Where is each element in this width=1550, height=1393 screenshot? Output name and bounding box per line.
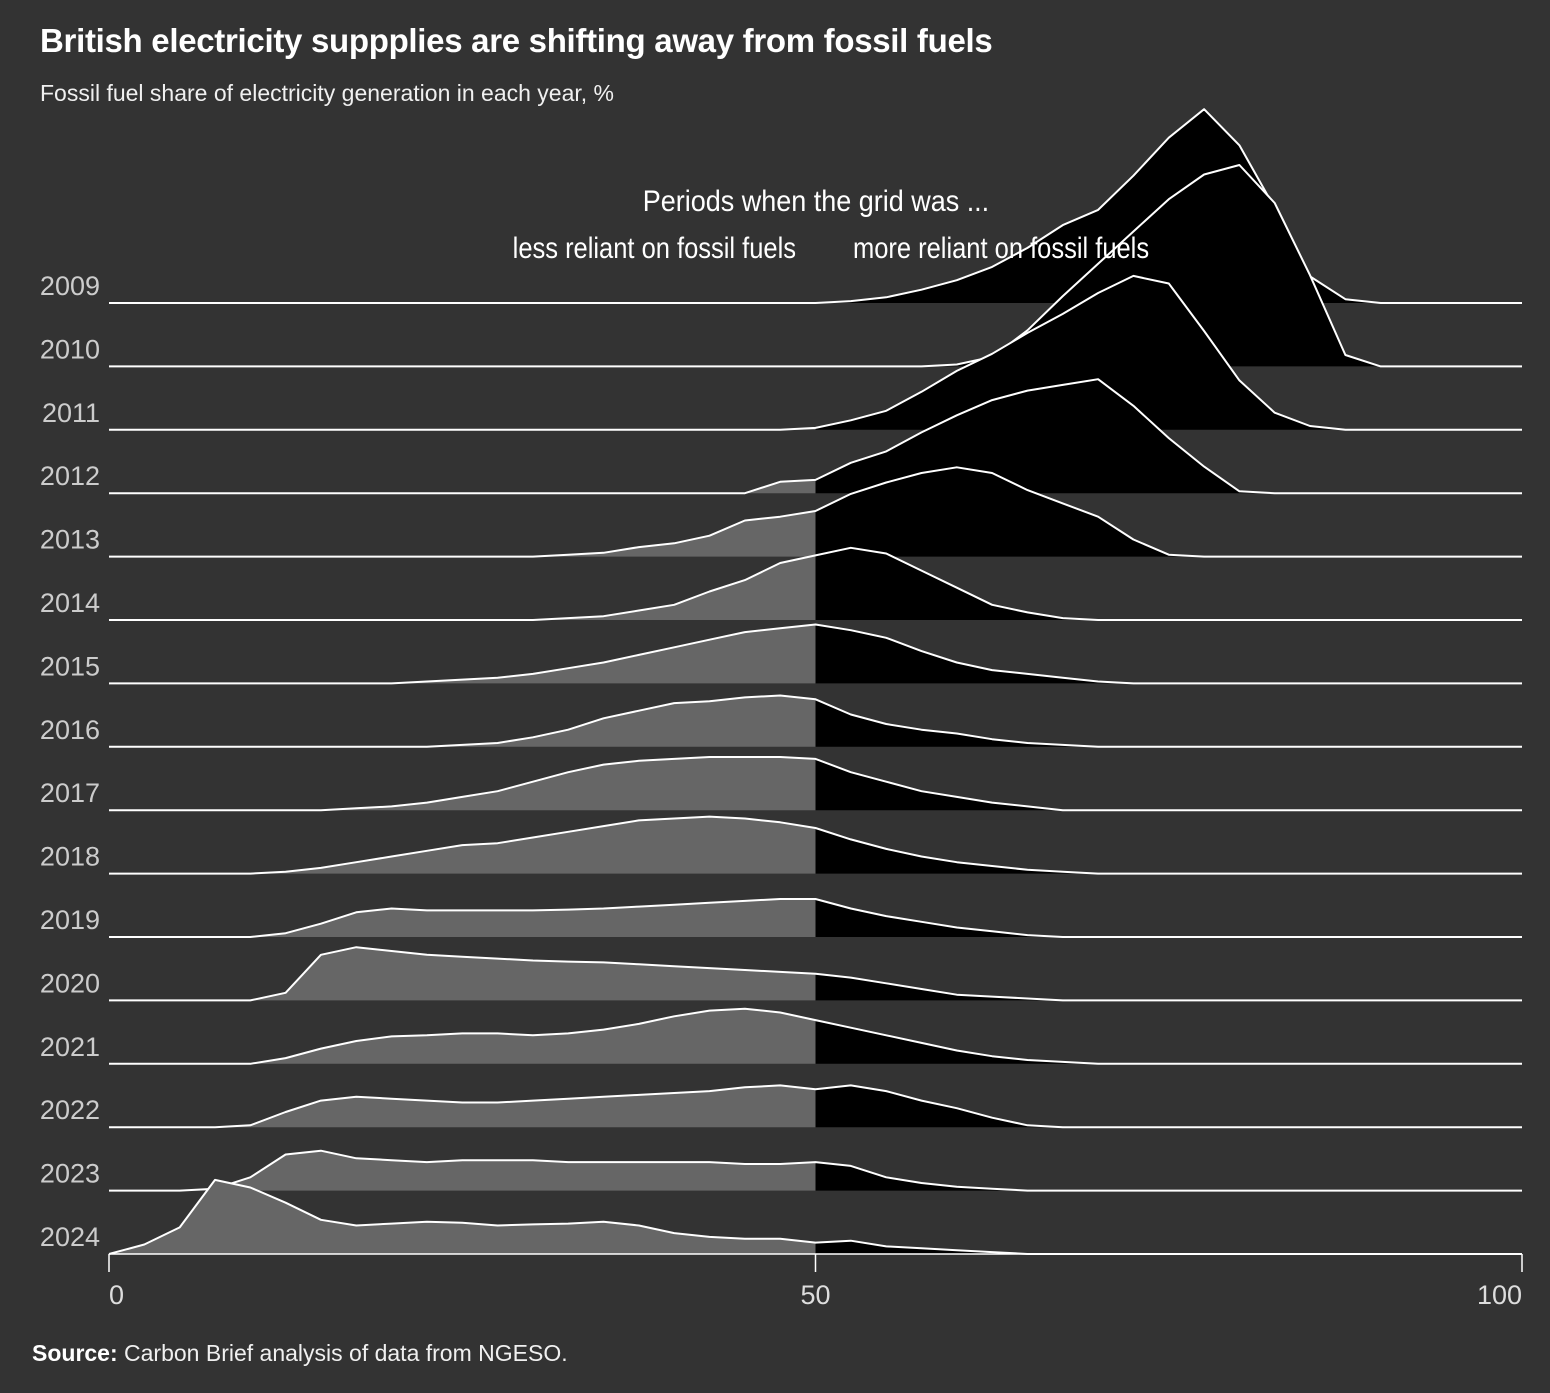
ridge-2019-low-area — [109, 899, 816, 937]
x-tick-label-0: 0 — [109, 1280, 124, 1310]
ridge-2020-low-area — [109, 947, 816, 1001]
ridge-2013-low-area — [109, 511, 816, 557]
annotation-left-label: less reliant on fossil fuels — [513, 231, 796, 264]
ridge-2011-high-area — [815, 275, 1522, 430]
ridge-2011: 2011 — [42, 274, 1522, 431]
ridge-2015: 2015 — [40, 623, 1522, 685]
x-tick-label-100: 100 — [1477, 1280, 1522, 1310]
ridge-2012-line — [109, 378, 1522, 495]
ridge-2020: 2020 — [40, 946, 1522, 1002]
year-label-2021: 2021 — [40, 1032, 100, 1062]
ridge-2018-line — [109, 815, 1522, 875]
ridge-2014: 2014 — [40, 546, 1522, 621]
ridge-2019-line — [109, 898, 1522, 938]
ridge-2012: 2012 — [40, 378, 1522, 495]
ridge-2024-high-area — [815, 1240, 1522, 1254]
year-label-2011: 2011 — [42, 398, 100, 428]
ridge-2011-line — [109, 274, 1522, 431]
annotation-group: Periods when the grid was ... less relia… — [513, 185, 1149, 265]
ridge-2023-low-area — [109, 1150, 816, 1191]
source-note: Source: Carbon Brief analysis of data fr… — [32, 1340, 568, 1367]
year-label-2023: 2023 — [40, 1159, 100, 1189]
ridge-2010: 2010 — [40, 164, 1522, 368]
ridges-group: 2009 2010 2011 2012 2013 2014 2015 2016 2017 2018… — [40, 108, 1522, 1255]
ridge-2020-high-area — [815, 973, 1522, 1001]
source-label: Source: — [32, 1340, 118, 1366]
ridge-2023-line — [109, 1149, 1522, 1192]
ridge-2013: 2013 — [40, 466, 1522, 558]
year-label-2017: 2017 — [40, 778, 100, 808]
ridge-2017: 2017 — [40, 756, 1522, 812]
ridge-2024-low-area — [109, 1179, 816, 1254]
ridge-2022: 2022 — [40, 1084, 1522, 1129]
year-label-2022: 2022 — [40, 1095, 100, 1125]
x-tick-label-50: 50 — [800, 1280, 830, 1310]
ridge-2010-line — [109, 164, 1522, 368]
ridge-2018: 2018 — [40, 815, 1522, 875]
ridge-2017-low-area — [109, 757, 816, 811]
year-label-2015: 2015 — [40, 651, 100, 681]
year-label-2013: 2013 — [40, 525, 100, 555]
ridge-2014-low-area — [109, 555, 816, 620]
ridge-2015-low-area — [109, 624, 816, 684]
ridge-2016-low-area — [109, 695, 816, 747]
ridge-2016: 2016 — [40, 694, 1522, 748]
ridge-2018-low-area — [109, 816, 816, 874]
annotation-heading: Periods when the grid was ... — [643, 185, 989, 219]
chart-subtitle: Fossil fuel share of electricity generat… — [40, 80, 615, 106]
ridge-2023: 2023 — [40, 1149, 1522, 1192]
year-label-2018: 2018 — [40, 842, 100, 872]
ridge-2014-line — [109, 546, 1522, 621]
ridge-2019: 2019 — [40, 898, 1522, 938]
ridge-2021-line — [109, 1007, 1522, 1065]
ridge-2021-low-area — [109, 1008, 816, 1064]
ridge-2015-high-area — [815, 624, 1522, 684]
year-label-2020: 2020 — [40, 968, 100, 998]
ridge-2022-high-area — [815, 1085, 1522, 1128]
year-label-2024: 2024 — [40, 1222, 100, 1252]
ridge-2016-high-area — [815, 699, 1522, 747]
ridge-2012-high-area — [815, 379, 1522, 494]
ridge-2012-low-area — [109, 479, 816, 494]
ridge-2016-line — [109, 694, 1522, 748]
chart-title: British electricity suppplies are shifti… — [40, 22, 993, 59]
ridge-2018-high-area — [815, 828, 1522, 874]
source-text: Carbon Brief analysis of data from NGESO… — [124, 1340, 568, 1366]
year-label-2012: 2012 — [40, 461, 100, 491]
x-axis: 0 50 100 — [108, 1253, 1523, 1310]
annotation-right-label: more reliant on fossil fuels — [853, 231, 1149, 264]
ridge-2019-high-area — [815, 899, 1522, 937]
ridge-2010-high-area — [815, 165, 1522, 367]
ridge-2020-line — [109, 946, 1522, 1002]
ridge-2015-line — [109, 623, 1522, 685]
ridge-2022-line — [109, 1084, 1522, 1129]
year-label-2016: 2016 — [40, 715, 100, 745]
ridge-2023-high-area — [815, 1162, 1522, 1191]
ridge-2017-line — [109, 756, 1522, 812]
ridge-2021-high-area — [815, 1020, 1522, 1064]
year-label-2014: 2014 — [40, 588, 100, 618]
year-label-2010: 2010 — [40, 334, 100, 364]
ridge-2014-high-area — [815, 547, 1522, 620]
ridge-2017-high-area — [815, 758, 1522, 811]
ridge-2013-line — [109, 466, 1522, 558]
year-label-2019: 2019 — [40, 905, 100, 935]
year-label-2009: 2009 — [40, 271, 100, 301]
ridge-2013-high-area — [815, 467, 1522, 557]
ridge-2021: 2021 — [40, 1007, 1522, 1065]
